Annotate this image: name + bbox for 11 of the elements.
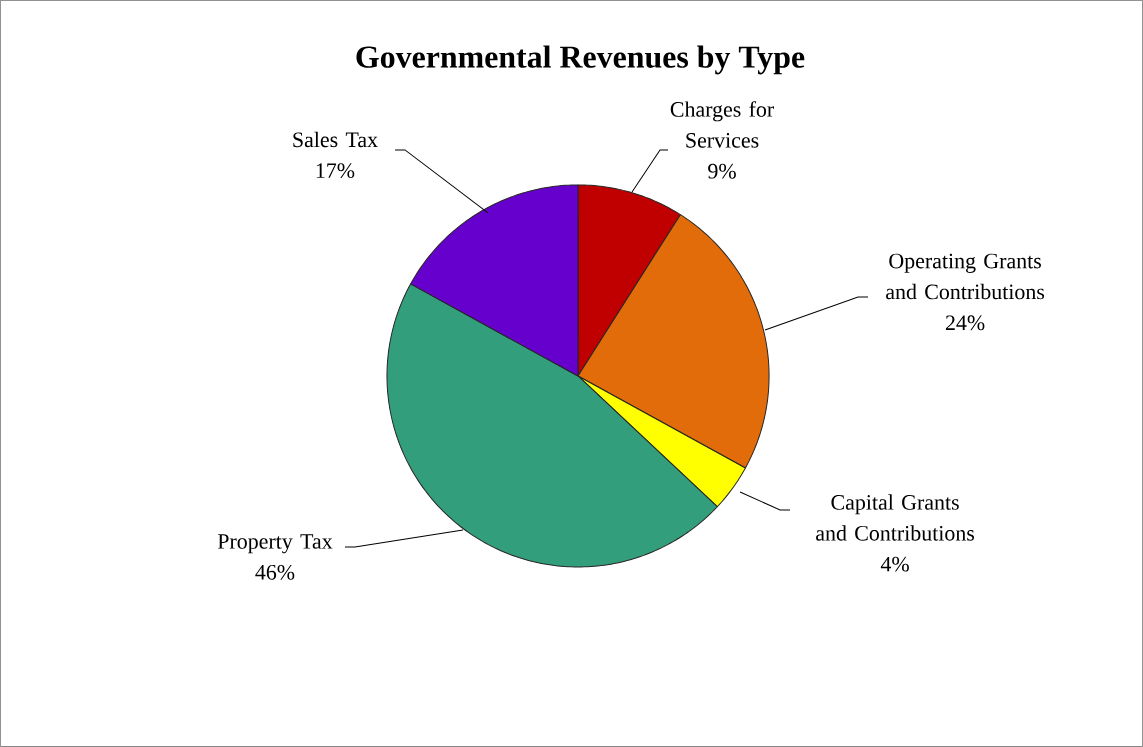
chart-title: Governmental Revenues by Type (356, 45, 805, 75)
slice-label: Sales Tax (293, 131, 378, 148)
data-label: 4% (880, 556, 909, 572)
data-label: 17% (316, 163, 355, 179)
slice-label: Operating Grants and Contributions (886, 253, 1045, 300)
data-label: 9% (708, 163, 736, 179)
data-label: 46% (255, 564, 295, 580)
slice-label: Capital Grants and Contributions (816, 494, 975, 541)
slice-label: Charges for Services (670, 101, 774, 148)
data-label: 24% (945, 315, 985, 331)
slice-label: Property Tax (217, 534, 333, 554)
